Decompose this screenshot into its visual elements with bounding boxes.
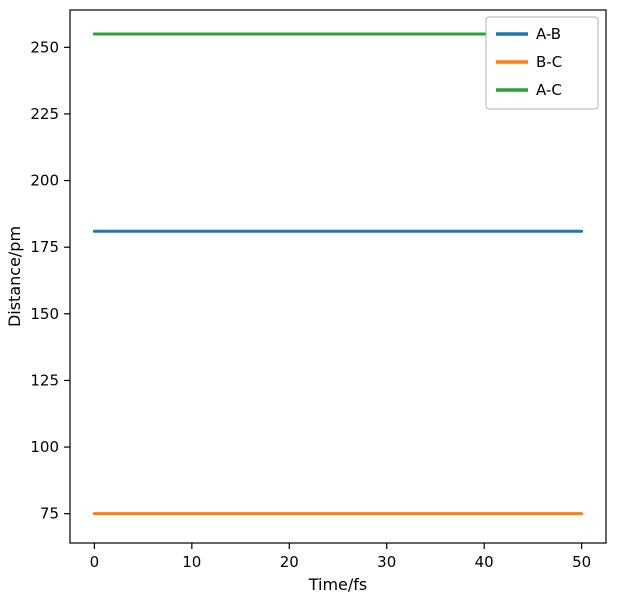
x-tick-label: 10 <box>182 553 201 571</box>
legend-label-A-C: A-C <box>536 81 562 99</box>
plot-border <box>69 9 607 544</box>
y-tick-label: 225 <box>30 105 59 123</box>
y-tick-label: 175 <box>30 238 59 256</box>
x-axis-label: Time/fs <box>308 575 368 594</box>
x-tick-label: 0 <box>90 553 100 571</box>
x-axis: 0 10 20 30 40 50 <box>90 543 591 571</box>
legend-box <box>485 16 599 110</box>
y-tick-label: 200 <box>30 172 59 190</box>
y-tick-label: 250 <box>30 38 59 56</box>
x-tick-label: 50 <box>572 553 591 571</box>
x-tick-label: 30 <box>377 553 396 571</box>
y-tick-label: 150 <box>30 305 59 323</box>
legend: A-B B-C A-C <box>485 16 599 110</box>
x-tick-label: 40 <box>475 553 494 571</box>
y-tick-label: 125 <box>30 371 59 389</box>
x-tick-label: 20 <box>280 553 299 571</box>
y-tick-label: 100 <box>30 438 59 456</box>
legend-label-A-B: A-B <box>536 25 561 43</box>
y-axis-label: Distance/pm <box>5 226 24 327</box>
y-tick-label: 75 <box>40 505 59 523</box>
y-axis: 75 100 125 150 175 200 225 250 <box>30 38 70 523</box>
legend-label-B-C: B-C <box>536 53 562 71</box>
